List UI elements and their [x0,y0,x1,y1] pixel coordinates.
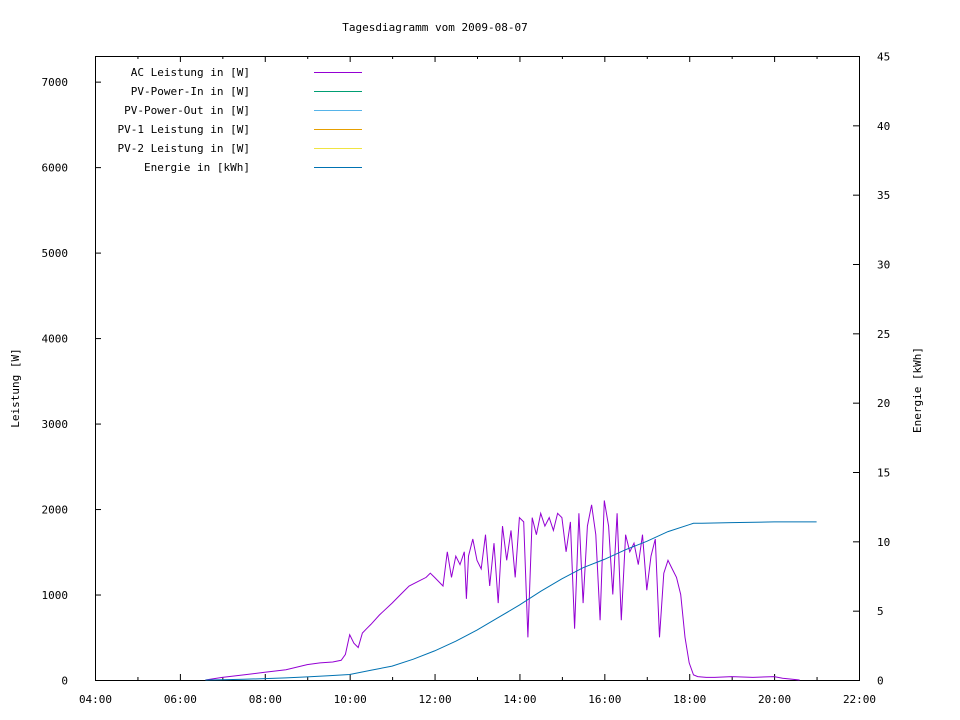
y-left-tick-label: 6000 [42,162,69,175]
y-right-tick-label: 20 [877,397,890,410]
y-left-tick-label: 0 [61,675,68,688]
series-lines [205,500,817,681]
x-tick-label: 04:00 [79,693,112,706]
y-left-tick-label: 1000 [42,589,69,602]
y-right-tick-label: 30 [877,259,890,272]
y-left-tick-label: 4000 [42,333,69,346]
legend-label: Energie in [kWh] [144,161,250,174]
x-tick-label: 12:00 [418,693,451,706]
chart-title: Tagesdiagramm vom 2009-08-07 [342,21,527,34]
y-left-tick-label: 7000 [42,76,69,89]
legend-label: PV-1 Leistung in [W] [118,123,250,136]
x-tick-label: 22:00 [843,693,876,706]
y-right-tick-label: 0 [877,675,884,688]
legend-label: PV-Power-In in [W] [131,85,250,98]
x-tick-label: 08:00 [249,693,282,706]
y-right-tick-label: 45 [877,51,890,64]
y-axis-left-label: Leistung [W] [9,348,22,427]
series-line-5 [205,521,817,681]
y-axis-left: 0 1000 2000 3000 4000 5000 6000 7000 [42,76,101,688]
y-right-tick-label: 5 [877,605,884,618]
y-right-tick-label: 10 [877,536,890,549]
y-right-tick-label: 25 [877,328,890,341]
legend: AC Leistung in [W] PV-Power-In in [W] PV-P… [118,66,362,174]
y-right-tick-label: 15 [877,467,890,480]
y-right-tick-label: 35 [877,189,890,202]
y-left-tick-label: 5000 [42,247,69,260]
series-line-0 [205,500,800,681]
x-tick-label: 06:00 [164,693,197,706]
x-tick-label: 10:00 [334,693,367,706]
x-tick-label: 16:00 [588,693,621,706]
x-tick-label: 14:00 [503,693,536,706]
legend-label: PV-2 Leistung in [W] [118,142,250,155]
legend-label: AC Leistung in [W] [131,66,250,79]
y-left-tick-label: 2000 [42,504,69,517]
x-tick-label: 20:00 [758,693,791,706]
y-left-tick-label: 3000 [42,418,69,431]
y-right-tick-label: 40 [877,120,890,133]
x-axis: 04:00 06:00 08:00 10:00 12:00 14:00 16:00 18:00… [79,56,876,706]
x-tick-label: 18:00 [673,693,706,706]
legend-label: PV-Power-Out in [W] [124,104,250,117]
y-axis-right-label: Energie [kWh] [911,347,924,433]
y-axis-right: 0 5 10 15 20 25 30 35 40 45 [853,51,890,688]
